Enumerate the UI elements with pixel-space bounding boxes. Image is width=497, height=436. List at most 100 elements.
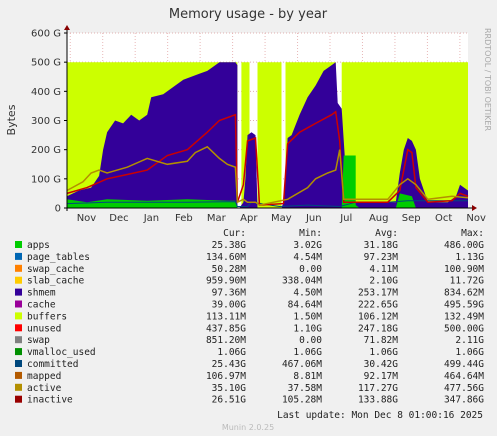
legend-value: 338.04M — [282, 276, 322, 287]
legend-value: 97.23M — [364, 252, 399, 263]
legend-value: 222.65G — [358, 300, 398, 311]
legend-value: 117.27G — [358, 383, 398, 394]
legend-value: 105.28M — [282, 395, 322, 406]
y-tick-label: 300 G — [31, 116, 61, 127]
y-tick-label: 500 G — [31, 58, 61, 69]
legend-value: 132.49M — [444, 311, 484, 322]
legend-value: 100.90M — [444, 264, 484, 275]
legend-value: 851.20M — [206, 335, 246, 346]
legend-swatch — [15, 360, 22, 367]
legend-series-name: apps — [27, 240, 50, 251]
legend-value: 26.51G — [212, 395, 247, 406]
series-inactive — [66, 110, 469, 206]
legend-header: Cur: — [223, 228, 246, 239]
legend-value: 25.43G — [212, 359, 247, 370]
legend-value: 247.18G — [358, 323, 398, 334]
legend-swatch — [15, 276, 22, 284]
x-tick-label: Jan — [143, 213, 159, 224]
legend-header: Avg: — [375, 228, 398, 239]
legend-series-name: mapped — [27, 371, 61, 382]
legend-series-name: committed — [27, 359, 78, 370]
legend-value: 1.06G — [217, 347, 246, 358]
series-active — [66, 145, 469, 206]
legend-series-name: unused — [27, 323, 61, 334]
legend-value: 495.59G — [444, 300, 484, 311]
legend-value: 0.00 — [299, 335, 322, 346]
x-tick-label: Apr — [240, 213, 258, 224]
legend-value: 477.56G — [444, 383, 484, 394]
legend-swatch — [15, 395, 22, 403]
legend-value: 71.82M — [364, 335, 399, 346]
legend-value: 499.44G — [444, 359, 484, 370]
legend-value: 1.06G — [455, 347, 484, 358]
legend-series-name: buffers — [27, 311, 67, 322]
series-cache — [67, 62, 468, 209]
series-apps — [341, 155, 360, 208]
legend-value: 1.50M — [293, 311, 322, 322]
legend-series-name: vmalloc_used — [27, 347, 96, 358]
legend-value: 3.02G — [293, 240, 322, 251]
legend-value: 11.72G — [450, 276, 485, 287]
legend-value: 37.58M — [288, 383, 323, 394]
legend-value: 486.00G — [444, 240, 484, 251]
legend-value: 4.11M — [369, 264, 398, 275]
legend-swatch — [15, 264, 22, 272]
legend-value: 347.86G — [444, 395, 484, 406]
legend-series-name: slab_cache — [27, 276, 84, 287]
series-layer — [66, 62, 469, 209]
legend-value: 1.06G — [293, 347, 322, 358]
legend-swatch — [15, 324, 22, 332]
legend-value: 25.38G — [212, 240, 247, 251]
x-tick-label: Nov — [77, 213, 97, 224]
legend-value: 437.85G — [206, 323, 246, 334]
legend-series-name: cache — [27, 300, 56, 311]
legend-value: 106.97M — [206, 371, 246, 382]
munin-version: Munin 2.0.25 — [222, 423, 274, 432]
legend-swatch — [15, 288, 22, 296]
legend-value: 134.60M — [206, 252, 246, 263]
legend-value: 97.36M — [212, 288, 247, 299]
legend-swatch — [15, 348, 22, 356]
legend-value: 133.88G — [358, 395, 398, 406]
legend-series-name: active — [27, 383, 62, 394]
legend-value: 50.28M — [212, 264, 247, 275]
series-apps — [67, 199, 238, 208]
x-tick-label: Dec — [109, 213, 128, 224]
legend-value: 35.10G — [212, 383, 247, 394]
legend-value: 500.00G — [444, 323, 484, 334]
legend-value: 253.17M — [358, 288, 398, 299]
x-axis-arrow — [472, 205, 477, 211]
y-tick-label: 400 G — [31, 87, 61, 98]
series-unused — [257, 62, 282, 209]
x-tick-label: Oct — [435, 213, 452, 224]
legend-value: 4.50M — [293, 288, 322, 299]
legend-swatch — [15, 300, 22, 308]
x-tick-label: Jun — [305, 213, 322, 224]
legend-value: 106.12M — [358, 311, 398, 322]
legend-series-name: swap — [27, 335, 50, 346]
legend: Cur: Min: Avg: Max: apps 25.38G 3.02G 31.18G 486… — [15, 228, 484, 406]
x-tick-label: Aug — [369, 213, 389, 224]
legend-value: 8.81M — [293, 371, 322, 382]
x-axis-ticks: Nov Dec Jan Feb Mar Apr May Jun Jul Aug Sep Oct Nov — [77, 213, 486, 224]
legend-swatch — [15, 383, 22, 391]
y-axis-ticks: 0 100 G 200 G 300 G 400 G 500 G 600 G — [31, 29, 67, 215]
legend-value: 1.13G — [455, 252, 484, 263]
legend-value: 834.62M — [444, 288, 484, 299]
legend-swatch — [15, 336, 22, 344]
y-tick-label: 100 G — [31, 174, 61, 185]
legend-value: 84.64M — [288, 300, 323, 311]
legend-value: 31.18G — [364, 240, 399, 251]
legend-header: Min: — [299, 228, 322, 239]
y-tick-label: 600 G — [31, 29, 61, 40]
legend-swatch — [15, 371, 22, 379]
legend-value: 467.06M — [282, 359, 322, 370]
legend-value: 0.00 — [299, 264, 322, 275]
legend-swatch — [15, 252, 22, 260]
legend-value: 1.10G — [293, 323, 322, 334]
legend-series-name: page_tables — [27, 252, 90, 263]
legend-value: 30.42G — [364, 359, 399, 370]
series-unused — [341, 62, 468, 209]
x-tick-label: Nov — [466, 213, 486, 224]
legend-value: 4.54M — [293, 252, 322, 263]
